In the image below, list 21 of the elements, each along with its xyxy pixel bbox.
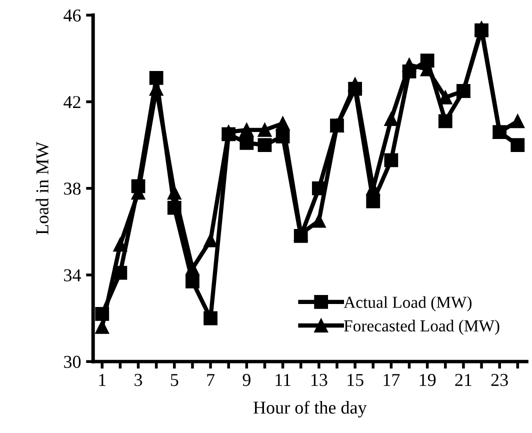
x-tick-label: 21: [455, 374, 472, 386]
x-tick-label: 15: [348, 374, 364, 386]
x-tick-label: 13: [311, 374, 328, 386]
x-tick-label: 3: [134, 374, 142, 386]
y-tick-label: 30: [64, 356, 81, 368]
x-tick-label: 11: [276, 374, 290, 386]
x-tick-label: 7: [207, 374, 215, 386]
x-tick-label: 17: [384, 374, 400, 386]
x-tick-label: 23: [491, 374, 508, 386]
y-tick-label: 42: [64, 96, 80, 108]
legend-label: Forecasted Load (MW): [344, 320, 500, 335]
y-axis-title: Load in MW: [36, 142, 49, 234]
x-tick-label: 9: [242, 374, 250, 386]
x-axis-title: Hour of the day: [254, 400, 367, 418]
legend-label: Actual Load (MW): [344, 296, 472, 312]
y-tick-label: 38: [64, 182, 81, 195]
y-tick-label: 34: [64, 269, 82, 282]
y-tick-label: 46: [64, 9, 81, 22]
x-tick-label: 1: [99, 374, 106, 386]
x-tick-label: 19: [420, 374, 436, 386]
x-tick-label: 5: [170, 374, 178, 386]
